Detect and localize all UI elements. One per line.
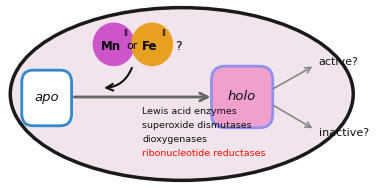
Text: apo: apo [34,92,59,105]
Text: active?: active? [319,57,359,67]
Text: or: or [126,41,138,51]
Text: II: II [123,29,128,38]
Ellipse shape [10,8,353,180]
Text: Lewis acid enzymes: Lewis acid enzymes [143,107,237,116]
Text: holo: holo [228,90,256,103]
FancyBboxPatch shape [22,70,71,126]
FancyBboxPatch shape [211,66,273,128]
Text: II: II [161,29,166,38]
Circle shape [131,23,173,66]
Circle shape [93,23,135,66]
Text: ribonucleotide reductases: ribonucleotide reductases [143,149,266,158]
Text: Mn: Mn [101,40,121,53]
Text: ?: ? [175,40,182,53]
Text: inactive?: inactive? [319,128,369,138]
Text: superoxide dismutases: superoxide dismutases [143,121,252,130]
Text: Fe: Fe [141,40,157,53]
Text: dioxygenases: dioxygenases [143,135,208,144]
